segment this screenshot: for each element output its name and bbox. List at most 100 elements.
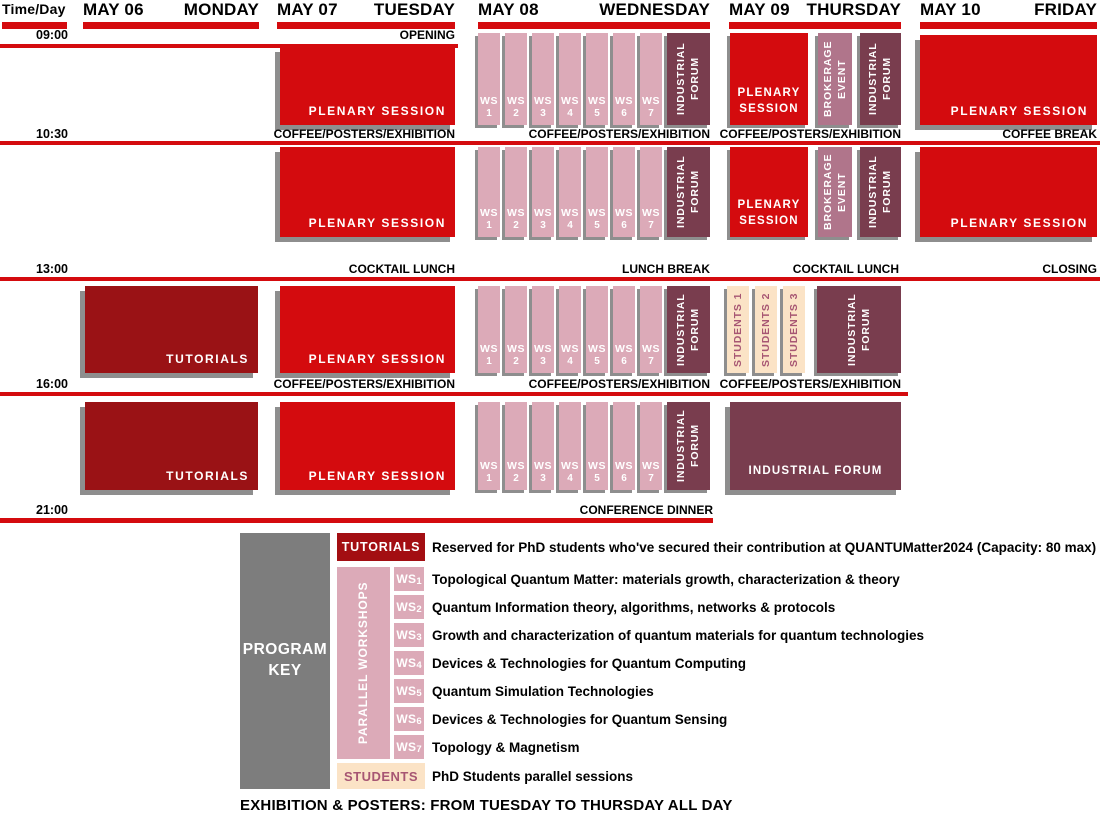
key-ws5-block: WS 5 [394,679,424,703]
day-weekday: TUESDAY [373,0,455,19]
key-ws4-desc: Devices & Technologies for Quantum Compu… [432,655,747,671]
ws-label: WS 1 [480,207,498,231]
session-industrial-forum: INDUSTRIAL FORUM [860,147,901,237]
key-tutorials-desc: Reserved for PhD students who've secured… [432,539,1097,555]
day-header-may08: MAY 08 WEDNESDAY [478,0,710,30]
band-label-coffee: COFFEE/POSTERS/EXHIBITION [719,127,901,141]
ws-label: WS 7 [642,95,660,119]
session-industrial-forum: INDUSTRIAL FORUM [667,286,710,373]
session-plenary-tue-4: PLENARY SESSION [280,402,455,490]
band-label-cocktail-lunch: COCKTAIL LUNCH [792,262,899,276]
band-label-coffee: COFFEE/POSTERS/EXHIBITION [273,127,455,141]
session-plenary-thu-1: PLENARY SESSION [730,33,808,125]
session-label: STUDENTS 3 [787,292,800,367]
session-label: INDUSTRIAL FORUM [867,42,894,116]
time-label-2100: 21:00 [36,503,68,517]
session-plenary-tue-1: PLENARY SESSION [280,47,455,125]
session-industrial-forum-wide: INDUSTRIAL FORUM [730,402,901,490]
session-ws3: WS 3 [532,33,554,125]
session-label: STUDENTS 2 [759,292,772,367]
ws-label: WS 4 [561,95,579,119]
session-ws7: WS 7 [640,402,662,490]
session-label: TUTORIALS [166,352,249,366]
ws-label: WS 5 [588,207,606,231]
session-ws3: WS 3 [532,286,554,373]
ws-label: WS 5 [588,95,606,119]
day-header-may10: MAY 10 FRIDAY [920,0,1097,30]
band-label-conference-dinner: CONFERENCE DINNER [579,503,713,517]
ws-label: WS 4 [561,207,579,231]
session-label: BROKERAGE EVENT [821,153,848,231]
session-students-3: STUDENTS 3 [783,286,805,373]
ws-label: WS 5 [588,460,606,484]
session-label: PLENARY SESSION [308,469,446,483]
key-ws1-block: WS 1 [394,567,424,591]
ws-label: WS 7 [642,207,660,231]
header-underline [83,22,259,29]
key-students-block: STUDENTS [337,763,425,789]
session-label: PLENARY SESSION [737,86,801,116]
session-ws7: WS 7 [640,147,662,237]
session-tutorials-mon-1: TUTORIALS [85,286,258,373]
session-ws5: WS 5 [586,402,608,490]
session-ws4: WS 4 [559,286,581,373]
ws-label: WS 6 [615,95,633,119]
session-ws4: WS 4 [559,147,581,237]
day-weekday: THURSDAY [806,0,901,19]
session-industrial-forum: INDUSTRIAL FORUM [817,286,901,373]
key-students-desc: PhD Students parallel sessions [432,768,634,784]
session-ws4: WS 4 [559,33,581,125]
key-tutorials-label: TUTORIALS [341,540,421,554]
time-label-1600: 16:00 [36,377,68,391]
session-ws1: WS 1 [478,286,500,373]
session-brokerage-event: BROKERAGE EVENT [818,147,852,237]
session-plenary-fri-2: PLENARY SESSION [920,147,1097,237]
ws-label: WS 3 [534,95,552,119]
session-ws3: WS 3 [532,147,554,237]
key-ws3-desc: Growth and characterization of quantum m… [432,627,925,643]
session-label: INDUSTRIAL FORUM [845,293,872,366]
session-label: INDUSTRIAL FORUM [867,155,894,229]
session-industrial-forum: INDUSTRIAL FORUM [667,147,710,237]
session-industrial-forum: INDUSTRIAL FORUM [667,402,710,490]
key-ws1-desc: Topological Quantum Matter: materials gr… [432,571,900,587]
session-label: PLENARY SESSION [737,198,801,228]
band-label-coffee: COFFEE/POSTERS/EXHIBITION [528,377,710,391]
band-label-coffee: COFFEE/POSTERS/EXHIBITION [273,377,455,391]
header-underline [277,22,455,29]
session-ws1: WS 1 [478,402,500,490]
ws-label: WS 4 [561,460,579,484]
session-tutorials-mon-2: TUTORIALS [85,402,258,490]
band-label-coffee: COFFEE/POSTERS/EXHIBITION [528,127,710,141]
ws-label: WS 7 [642,460,660,484]
band-label-coffee: COFFEE/POSTERS/EXHIBITION [719,377,901,391]
day-header-may09: MAY 09 THURSDAY [729,0,901,30]
session-label: PLENARY SESSION [308,104,446,118]
time-label-1030: 10:30 [36,127,68,141]
exhibition-posters-note: EXHIBITION & POSTERS: FROM TUESDAY TO TH… [240,797,733,814]
session-students-2: STUDENTS 2 [755,286,777,373]
program-key-block: PROGRAM KEY [240,533,330,789]
day-header-may07: MAY 07 TUESDAY [277,0,455,30]
ws-label: WS 6 [615,343,633,367]
ws-label: WS 1 [480,343,498,367]
session-brokerage-event: BROKERAGE EVENT [818,33,852,125]
ws-label: WS 3 [534,207,552,231]
session-industrial-forum: INDUSTRIAL FORUM [860,33,901,125]
key-ws7-block: WS 7 [394,735,424,759]
session-label: INDUSTRIAL FORUM [748,465,883,478]
session-ws5: WS 5 [586,33,608,125]
header-underline [478,22,710,29]
session-ws1: WS 1 [478,147,500,237]
session-ws2: WS 2 [505,402,527,490]
time-separator-1030 [0,141,1100,145]
day-date: MAY 06 [83,0,144,19]
day-weekday: WEDNESDAY [599,0,710,19]
session-plenary-tue-2: PLENARY SESSION [280,147,455,237]
key-tutorials-block: TUTORIALS [337,533,425,561]
time-separator-1600 [0,392,908,396]
session-label: INDUSTRIAL FORUM [675,409,702,483]
time-day-label: Time/Day [2,1,66,17]
session-plenary-thu-2: PLENARY SESSION [730,147,808,237]
band-label-coffee-break: COFFEE BREAK [1002,127,1097,141]
